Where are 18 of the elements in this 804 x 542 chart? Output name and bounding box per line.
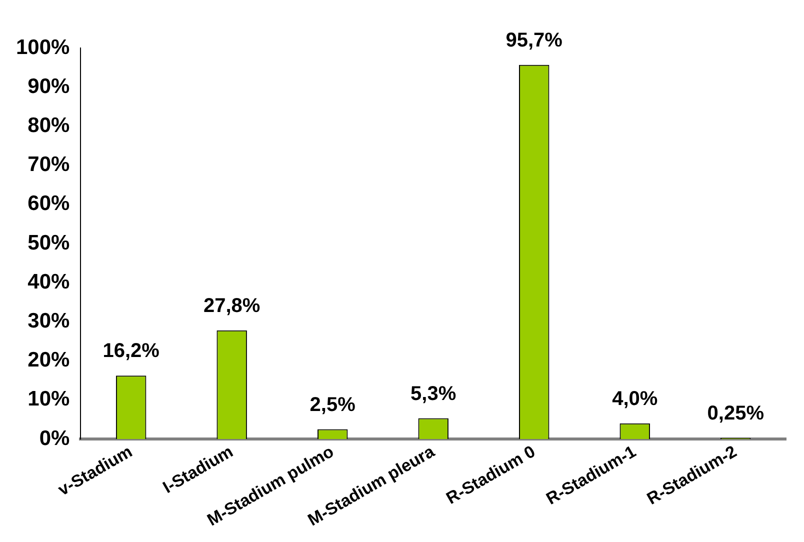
data-label: 5,3%	[410, 382, 456, 405]
y-tick-label: 50%	[28, 231, 70, 254]
y-tick-label: 20%	[28, 348, 70, 372]
data-label: 2,5%	[310, 394, 356, 416]
y-tick-label: 100%	[16, 36, 70, 59]
y-tick-label: 30%	[28, 310, 70, 333]
y-tick-label: 40%	[28, 270, 70, 294]
y-tick-label: 90%	[28, 74, 70, 98]
data-label: 27,8%	[203, 294, 260, 317]
y-tick-label: 0%	[39, 426, 70, 450]
data-label: 16,2%	[102, 340, 160, 362]
data-label: 4,0%	[612, 388, 658, 410]
data-label: 0,25%	[707, 402, 764, 425]
y-tick-label: 80%	[28, 114, 70, 137]
data-label: 95,7%	[506, 29, 563, 52]
y-tick-label: 70%	[28, 153, 70, 176]
y-tick-label: 10%	[28, 388, 70, 411]
y-tick-label: 60%	[28, 192, 70, 216]
